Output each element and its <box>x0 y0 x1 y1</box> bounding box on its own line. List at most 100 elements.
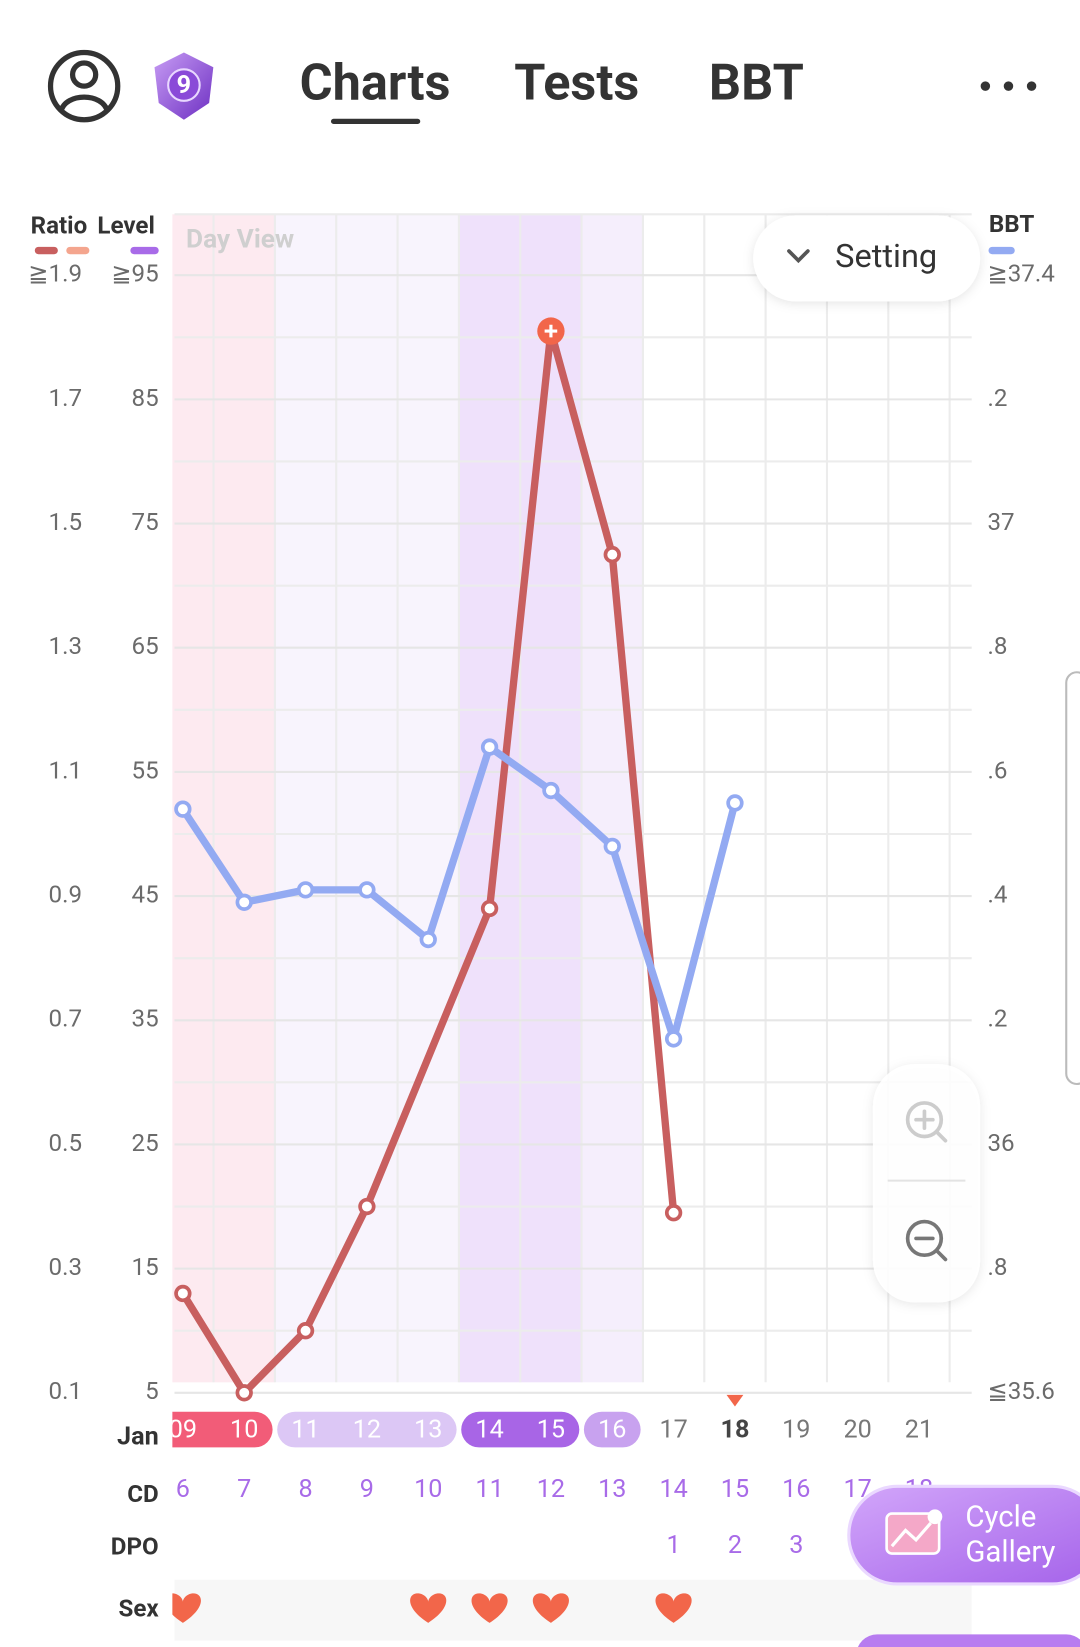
zoom-out[interactable] <box>905 1219 948 1262</box>
phase-band <box>458 214 521 1383</box>
level-tick-label: 25 <box>132 1129 159 1157</box>
ratio-tick-label: 1.5 <box>49 508 83 536</box>
more-button[interactable] <box>980 81 1037 91</box>
plot-area: 0961071181291310141115121613171411815219… <box>169 213 972 1641</box>
data-point <box>174 1284 192 1303</box>
phase-band <box>274 214 337 1383</box>
level-tick-label: 45 <box>132 880 159 908</box>
data-point <box>726 794 744 812</box>
cd-label: 8 <box>298 1475 312 1504</box>
date-label: 20 <box>843 1415 871 1444</box>
tab[interactable]: Tests <box>514 53 639 112</box>
date-label: 12 <box>353 1415 381 1444</box>
date-label: 09 <box>169 1415 197 1444</box>
data-point <box>480 738 499 756</box>
cd-label: 13 <box>598 1475 626 1504</box>
data-point <box>603 545 621 564</box>
bbt-tick-label: .4 <box>987 880 1007 908</box>
cd-label: 12 <box>537 1475 565 1504</box>
row-label: Sex <box>119 1595 160 1623</box>
ratio-tick-label: 1.1 <box>49 756 83 784</box>
zoom-controls <box>872 1064 981 1303</box>
level-badge[interactable]: 9 <box>154 52 214 120</box>
level-axis-title: Level <box>97 211 154 239</box>
ratio-tick-label: 0.5 <box>49 1129 83 1157</box>
data-point <box>235 1384 253 1402</box>
cd-label: 15 <box>721 1475 749 1504</box>
level-tick-label: 35 <box>132 1005 159 1033</box>
row-label: DPO <box>111 1533 159 1561</box>
data-point <box>664 1204 683 1222</box>
date-pill <box>277 1411 457 1448</box>
ratio-tick-label: 0.7 <box>49 1005 83 1033</box>
sex-row-bg <box>174 1579 972 1641</box>
data-point <box>358 1197 376 1216</box>
dpo-label: 1 <box>667 1531 681 1560</box>
data-point <box>419 930 437 949</box>
bbt-tick-label: 36 <box>987 1129 1014 1157</box>
series-line <box>179 743 739 1043</box>
level-tick-label: 75 <box>132 508 159 536</box>
dpo-label: 2 <box>728 1531 742 1560</box>
level-tick-label: 85 <box>132 384 159 412</box>
data-point <box>480 899 499 918</box>
cd-label: 6 <box>176 1475 190 1504</box>
tab[interactable]: BBT <box>709 53 804 112</box>
date-pill <box>172 1411 273 1448</box>
data-point <box>174 800 192 818</box>
bbt-tick-label: ≧37.4 <box>987 260 1055 288</box>
bbt-tick-label: .2 <box>987 384 1007 412</box>
bbt-tick-label: 37 <box>987 508 1014 536</box>
date-label: 21 <box>905 1415 933 1444</box>
phase-band <box>336 214 398 1383</box>
badge-number: 9 <box>177 71 191 100</box>
legend-swatch <box>66 246 90 255</box>
cd-label: 11 <box>475 1475 503 1504</box>
zoom-in[interactable] <box>905 1101 948 1143</box>
sex-heart <box>471 1593 508 1623</box>
data-point <box>358 881 376 899</box>
data-point <box>542 781 560 800</box>
month-label: Jan <box>117 1423 159 1452</box>
side-handle[interactable] <box>1065 671 1080 1086</box>
profile-button[interactable] <box>47 49 121 123</box>
bbt-tick-label: .2 <box>987 1005 1007 1033</box>
tab-underline <box>330 118 421 124</box>
date-label: 17 <box>659 1415 687 1444</box>
cd-label: 16 <box>782 1475 810 1504</box>
bbt-tick-label: .6 <box>987 756 1007 784</box>
bbt-tick-label: ≦35.6 <box>987 1377 1054 1405</box>
row-label: CD <box>127 1480 158 1508</box>
phase-band <box>213 214 275 1383</box>
data-point <box>235 893 253 911</box>
ratio-tick-label: 1.7 <box>49 384 83 412</box>
cd-label: 7 <box>237 1475 251 1504</box>
cd-label: 9 <box>360 1475 374 1504</box>
level-tick-label: 5 <box>145 1377 159 1405</box>
sex-heart <box>172 1593 201 1623</box>
date-label: 16 <box>598 1415 626 1444</box>
date-pill <box>461 1411 580 1448</box>
data-point <box>603 837 621 856</box>
setting-button[interactable]: Setting <box>753 215 981 302</box>
date-pill <box>583 1411 641 1448</box>
ratio-tick-label: 0.3 <box>49 1253 83 1281</box>
tab[interactable]: Charts <box>300 53 451 112</box>
data-point <box>296 881 315 899</box>
bbt-tick-label: .8 <box>987 632 1007 660</box>
date-label: 19 <box>782 1415 810 1444</box>
ratio-tick-label: 0.9 <box>49 880 83 908</box>
date-label: 10 <box>230 1415 258 1444</box>
date-label: 14 <box>475 1415 503 1444</box>
data-point <box>296 1322 315 1340</box>
ratio-tick-label: 1.3 <box>49 632 83 660</box>
ratio-tick-label: 0.1 <box>49 1377 83 1405</box>
bottom-button[interactable] <box>856 1634 1080 1647</box>
data-point <box>664 1030 683 1048</box>
series-line <box>179 327 678 1397</box>
cycle-gallery-button[interactable]: Cycle Gallery <box>847 1484 1080 1586</box>
overlay: Jan CD DPO Sex <box>111 1423 160 1623</box>
legend-swatch <box>34 246 58 255</box>
view-label: Day View <box>186 224 294 254</box>
